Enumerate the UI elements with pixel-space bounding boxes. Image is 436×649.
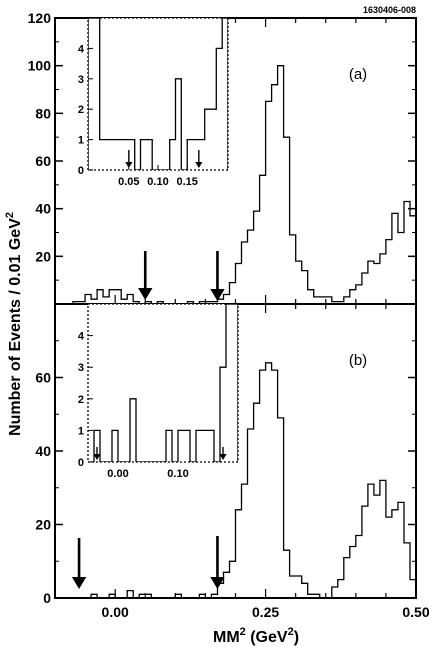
y-tick-label: 20	[35, 248, 51, 264]
inset-y-tick-label: 4	[78, 43, 85, 55]
inset-cut-arrow-head	[93, 454, 101, 460]
cut-arrow-head	[138, 288, 153, 300]
inset-histogram: 0 1 2 3 4 0.05 0.10 0.15	[78, 17, 229, 188]
y-axis-title-text: Number of Events / 0.01 GeV	[7, 218, 24, 436]
inset-y-tick-label: 0	[78, 457, 84, 469]
inset-x-tick-label: 0.15	[176, 176, 197, 188]
cut-arrow-head	[71, 577, 87, 589]
inset-x-tick-label: 0.10	[167, 468, 188, 480]
panel-a: 20 40 60 80 100 120 (a) 0 1 2 3 4 0.05 0.10 0.15	[28, 10, 417, 305]
x-axis-title-close: )	[294, 629, 299, 646]
panel-label: (b)	[349, 352, 367, 369]
x-tick-label: 0.00	[102, 604, 129, 620]
cut-arrow-head	[210, 289, 225, 301]
x-axis-title-mm: MM	[213, 629, 240, 646]
inset-histogram: 0 1 2 3 4 0.00 0.10	[78, 303, 239, 480]
y-tick-label: 20	[35, 517, 51, 533]
y-axis-title: Number of Events / 0.01 GeV2	[4, 212, 24, 436]
x-tick-label: 0.50	[402, 604, 429, 620]
x-axis-title-unit: (GeV	[246, 629, 288, 646]
y-axis-title-sup: 2	[4, 212, 16, 218]
inset-x-tick-label: 0.00	[107, 468, 128, 480]
inset-cut-arrow-head	[195, 162, 203, 168]
x-axis-title: MM2 (GeV2)	[213, 626, 299, 646]
inset-y-tick-label: 2	[78, 104, 84, 116]
inset-y-tick-label: 4	[78, 331, 85, 343]
inset-y-tick-label: 1	[78, 425, 84, 437]
inset-y-tick-label: 3	[78, 74, 84, 86]
inset-cut-arrow-head	[219, 454, 227, 460]
y-tick-label: 60	[35, 370, 51, 386]
y-tick-label: 80	[35, 105, 51, 121]
inset-frame	[87, 17, 229, 171]
x-axis-title-sup2: 2	[288, 626, 294, 638]
cut-arrow-head	[210, 577, 225, 589]
histogram-series	[55, 362, 417, 599]
inset-cut-arrow-head	[125, 162, 133, 168]
inset-y-tick-label: 2	[78, 394, 84, 406]
figure-id: 1630406-008	[363, 5, 416, 15]
y-tick-label: 40	[35, 443, 51, 459]
inset-x-tick-label: 0.05	[118, 176, 139, 188]
inset-frame	[87, 303, 239, 463]
inset-series	[88, 18, 228, 170]
inset-y-tick-label: 3	[78, 362, 84, 374]
y-tick-label: 120	[28, 10, 52, 26]
y-tick-label: 100	[28, 58, 52, 74]
inset-y-tick-label: 1	[78, 135, 84, 147]
y-tick-label: 40	[35, 201, 51, 217]
x-tick-label: 0.25	[252, 604, 279, 620]
x-axis-title-sup1: 2	[240, 626, 246, 638]
y-tick-label: 60	[35, 153, 51, 169]
inset-series	[88, 304, 238, 462]
panel-label: (a)	[349, 66, 367, 83]
inset-y-tick-label: 0	[78, 165, 84, 177]
panel-b: 0 20 40 60 0.00 0.25 0.50 (b) 0 1 2 3 4 0.00 0.10	[35, 303, 430, 620]
histogram-series	[55, 65, 417, 305]
inset-x-tick-label: 0.10	[147, 176, 168, 188]
y-tick-label: 0	[43, 590, 51, 606]
